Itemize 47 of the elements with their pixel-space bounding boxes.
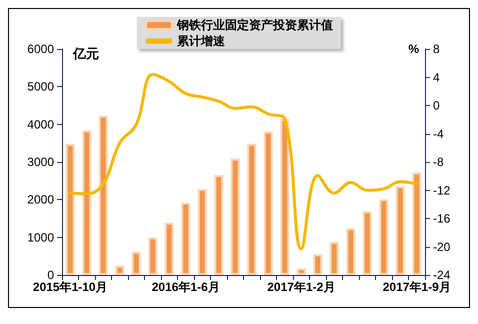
bar [148, 237, 158, 275]
bar [247, 144, 256, 275]
y-tick-label: 6000 [27, 42, 54, 56]
x-tick-label: 2017年1-9月 [382, 280, 451, 294]
bar [296, 268, 306, 275]
bar [230, 158, 240, 275]
bar [214, 175, 224, 275]
bar [98, 116, 108, 275]
bar [412, 172, 422, 275]
bar [82, 130, 92, 275]
legend-label: 累计增速 [176, 34, 226, 48]
x-tick-label: 2016年1-6月 [152, 280, 220, 294]
y-tick-label: 2000 [27, 192, 54, 207]
y-tick-label: 0 [47, 268, 54, 282]
line-series [68, 72, 418, 250]
y2-tick-label: -20 [433, 240, 451, 254]
bar [330, 242, 339, 275]
bar [280, 119, 290, 275]
bar [115, 266, 124, 275]
bar [379, 199, 388, 275]
bar [396, 186, 405, 275]
bar [313, 254, 322, 275]
y2-tick-label: -16 [433, 212, 451, 226]
bar [164, 222, 174, 275]
bar [264, 131, 273, 275]
y2-tick-label: -8 [433, 155, 444, 169]
bar [198, 189, 207, 275]
y-tick-label: 4000 [27, 117, 54, 132]
y-axis-title: 亿元 [72, 46, 99, 61]
y2-tick-label: 0 [433, 98, 440, 112]
y2-axis-title: % [408, 42, 420, 56]
y-tick-label: 3000 [27, 155, 54, 169]
bar [181, 202, 190, 275]
y2-tick-label: 8 [433, 42, 440, 56]
y2-tick-label: -12 [433, 183, 451, 198]
y2-tick-label: -24 [433, 268, 451, 282]
x-tick-label: 2015年1-10月 [32, 280, 108, 294]
bar [66, 144, 75, 275]
bar [346, 228, 356, 275]
y2-tick-label: 4 [433, 70, 440, 84]
bar [132, 252, 141, 275]
x-tick-label: 2017年1-2月 [267, 280, 336, 294]
y-tick-label: 5000 [27, 80, 54, 94]
y-tick-label: 1000 [27, 230, 54, 244]
legend-label: 钢铁行业固定资产投资累计值 [176, 18, 333, 32]
bar [362, 211, 372, 275]
y2-tick-label: -4 [433, 126, 444, 141]
